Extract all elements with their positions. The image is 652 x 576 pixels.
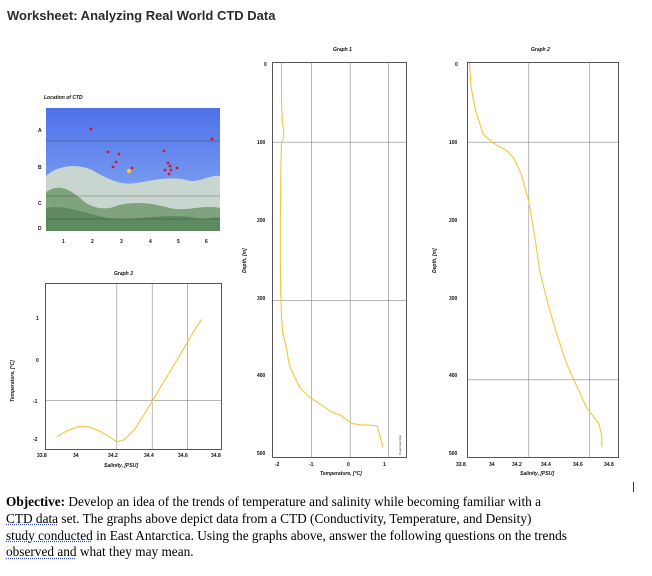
graph2-plot bbox=[467, 62, 619, 458]
map-row-label-b: B bbox=[38, 165, 42, 171]
graph2-xtick-1: 34 bbox=[489, 462, 495, 468]
objective-ctd-data: CTD data bbox=[6, 510, 59, 526]
map-col-label-6: 6 bbox=[205, 239, 208, 245]
graph2-title: Graph 2 bbox=[531, 47, 550, 53]
graph1-title: Graph 1 bbox=[333, 47, 352, 53]
graph2-xtick-4: 34.6 bbox=[573, 462, 583, 468]
objective-line2-text: set. The graphs above depict data from a… bbox=[58, 510, 532, 526]
graph2-svg bbox=[468, 63, 618, 457]
worksheet-title: Worksheet: Analyzing Real World CTD Data bbox=[7, 8, 276, 23]
graph1-temperature-line bbox=[279, 63, 384, 448]
map-row-label-d: D bbox=[38, 226, 42, 232]
graph2-xtick-2: 34.2 bbox=[512, 462, 522, 468]
graph1-xtick-minus1: -1 bbox=[309, 462, 314, 468]
objective-line-3: study conducted in East Antarctica. Usin… bbox=[6, 528, 642, 545]
graph2-ytick-500: 500 bbox=[449, 451, 458, 457]
objective-line-4: observed and what they may mean. bbox=[6, 544, 642, 561]
graph2-xtick-5: 34.8 bbox=[604, 462, 614, 468]
graph1-ylabel: Depth, [m] bbox=[242, 248, 248, 273]
map-col-label-2: 2 bbox=[91, 239, 94, 245]
graph2-ytick-400: 400 bbox=[449, 373, 458, 379]
graph2-xtick-0: 33.8 bbox=[456, 462, 466, 468]
graph2-ytick-200: 200 bbox=[449, 218, 458, 224]
objective-paragraph: Objective: Develop an idea of the trends… bbox=[6, 494, 642, 561]
graph1-xtick-minus2: -2 bbox=[275, 462, 280, 468]
graph3-title: Graph 3 bbox=[114, 271, 133, 277]
text-cursor bbox=[633, 482, 634, 492]
objective-label: Objective: bbox=[6, 494, 66, 509]
map-col-label-1: 1 bbox=[62, 239, 65, 245]
graph2-ytick-0: 0 bbox=[455, 62, 458, 68]
objective-line-2: CTD data set. The graphs above depict da… bbox=[6, 511, 642, 528]
objective-study-conducted: study conducted bbox=[6, 527, 93, 543]
objective-line3-text: in East Antarctica. Using the graphs abo… bbox=[92, 527, 567, 543]
graph1-ytick-200: 200 bbox=[257, 218, 266, 224]
graph3-xtick-5: 34.8 bbox=[211, 453, 221, 459]
objective-line1-text: Develop an idea of the trends of tempera… bbox=[68, 494, 542, 509]
graph2-ytick-300: 300 bbox=[449, 296, 458, 302]
map-col-label-3: 3 bbox=[120, 239, 123, 245]
graph3-xtick-3: 34.4 bbox=[144, 453, 154, 459]
graph1-watermark: Ocean Data View bbox=[399, 434, 402, 455]
graph1-xtick-0: 0 bbox=[347, 462, 350, 468]
graph1-ytick-300: 300 bbox=[257, 296, 266, 302]
graph3-ts-line bbox=[56, 319, 203, 443]
graph2-ytick-100: 100 bbox=[449, 140, 458, 146]
graph3-ytick-1: 1 bbox=[36, 316, 39, 322]
map-col-label-5: 5 bbox=[177, 239, 180, 245]
graph3-ylabel: Temperature, [°C] bbox=[10, 360, 16, 402]
ctd-location-map bbox=[46, 108, 220, 231]
graph3-xtick-4: 34.6 bbox=[178, 453, 188, 459]
graph3-xlabel: Salinity, [PSU] bbox=[104, 463, 138, 469]
objective-line4-text: what they may mean. bbox=[76, 544, 194, 560]
graph3-xtick-2: 34.2 bbox=[108, 453, 118, 459]
graph1-ytick-500: 500 bbox=[257, 451, 266, 457]
graph2-ylabel: Depth, [m] bbox=[432, 248, 438, 273]
graph2-xlabel: Salinity, [PSU] bbox=[520, 471, 554, 477]
graph3-xtick-0: 33.8 bbox=[37, 453, 47, 459]
objective-observed-and: observed and bbox=[6, 544, 77, 560]
graph1-ytick-100: 100 bbox=[257, 140, 266, 146]
map-row-label-c: C bbox=[38, 201, 42, 207]
objective-line-1: Objective: Develop an idea of the trends… bbox=[6, 494, 642, 511]
graph1-plot bbox=[272, 62, 407, 458]
graph1-ytick-400: 400 bbox=[257, 373, 266, 379]
graph3-plot bbox=[45, 283, 222, 450]
graph1-svg bbox=[273, 63, 406, 457]
map-row-label-a: A bbox=[38, 128, 42, 134]
graph1-ytick-0: 0 bbox=[264, 62, 267, 68]
graph1-xtick-1: 1 bbox=[383, 462, 386, 468]
graph1-xlabel: Temperature, [°C] bbox=[320, 471, 362, 477]
graph3-ytick-minus1: -1 bbox=[33, 399, 38, 405]
graph3-svg bbox=[46, 284, 221, 449]
graph3-ytick-0: 0 bbox=[36, 358, 39, 364]
map-col-label-4: 4 bbox=[149, 239, 152, 245]
graph3-ytick-minus2: -2 bbox=[33, 437, 38, 443]
graph2-salinity-line bbox=[468, 63, 603, 448]
graph2-xtick-3: 34.4 bbox=[541, 462, 551, 468]
graph3-xtick-1: 34 bbox=[73, 453, 79, 459]
map-title: Location of CTD bbox=[44, 95, 83, 101]
